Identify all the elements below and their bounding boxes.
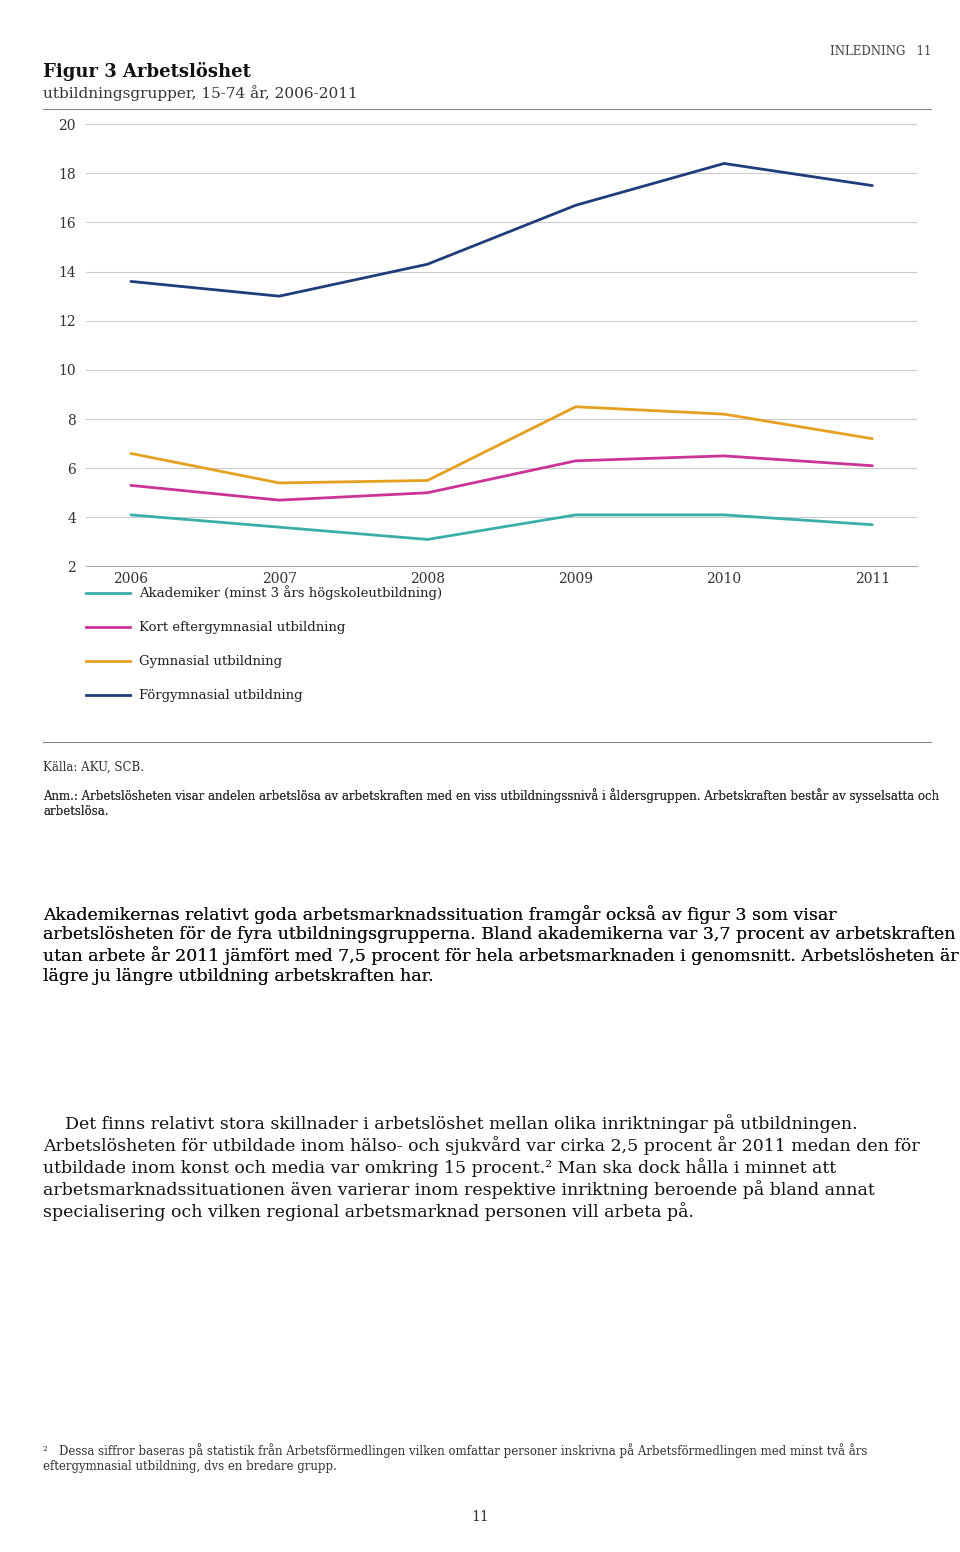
Text: Akademiker (minst 3 års högskoleutbildning): Akademiker (minst 3 års högskoleutbildni… (139, 585, 443, 601)
Text: Akademikernas relativt goda arbetsmarknadssituation framgår också av figur 3 som: Akademikernas relativt goda arbetsmarkna… (43, 905, 959, 986)
Text: Det finns relativt stora skillnader i arbetslöshet mellan olika inriktningar på : Det finns relativt stora skillnader i ar… (43, 1114, 920, 1221)
Text: Förgymnasial utbildning: Förgymnasial utbildning (139, 689, 302, 702)
Text: Källa: AKU, SCB.: Källa: AKU, SCB. (43, 760, 144, 773)
Text: Akademikernas relativt goda arbetsmarknadssituation framgår också av figur 3 som: Akademikernas relativt goda arbetsmarkna… (43, 905, 959, 986)
Text: ²   Dessa siffror baseras på statistik från Arbetsförmedlingen vilken omfattar p: ² Dessa siffror baseras på statistik frå… (43, 1443, 868, 1473)
Text: Gymnasial utbildning: Gymnasial utbildning (139, 655, 282, 667)
Text: Kort eftergymnasial utbildning: Kort eftergymnasial utbildning (139, 621, 346, 633)
Text: Anm.: Arbetslösheten visar andelen arbetslösa av arbetskraften med en viss utbil: Anm.: Arbetslösheten visar andelen arbet… (43, 788, 939, 818)
Text: Figur 3 Arbetslöshet: Figur 3 Arbetslöshet (43, 62, 252, 81)
Text: utbildningsgrupper, 15-74 år, 2006-2011: utbildningsgrupper, 15-74 år, 2006-2011 (43, 85, 358, 101)
Text: 11: 11 (471, 1510, 489, 1524)
Text: Anm.: Arbetslösheten visar andelen arbetslösa av arbetskraften med en viss utbil: Anm.: Arbetslösheten visar andelen arbet… (43, 788, 939, 818)
Text: INLEDNING   11: INLEDNING 11 (829, 45, 931, 57)
